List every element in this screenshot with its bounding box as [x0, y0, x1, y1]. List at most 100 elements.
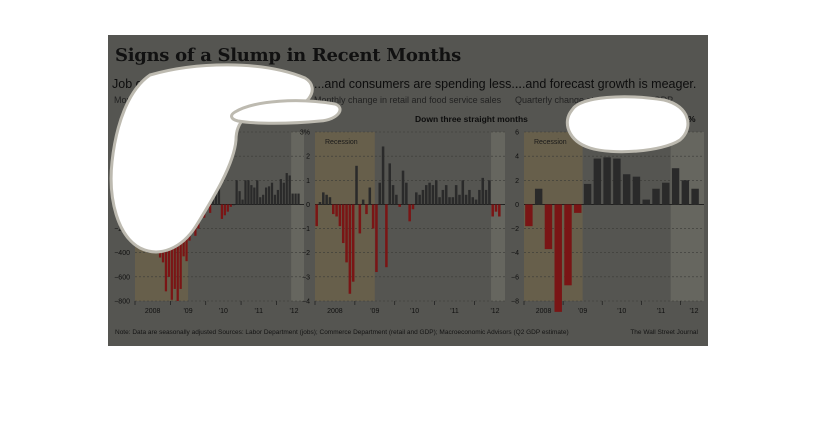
panel-1-bar	[170, 204, 173, 300]
panel-2-bar	[471, 197, 475, 205]
panel-2-bar	[454, 185, 458, 205]
panel-2-bar	[441, 189, 445, 205]
panel-1-y-tick-label: −600	[114, 274, 130, 281]
panel-3-x-tick-label: '12	[689, 308, 698, 315]
panel-1-y-tick-label: −200	[114, 226, 130, 233]
panel-2-bar	[375, 204, 378, 273]
panel-3-recession-band	[524, 132, 583, 301]
panel-2-bar	[425, 185, 428, 205]
panel-1-bar	[282, 182, 285, 205]
panel-2-bar	[385, 204, 388, 268]
panel-3-bar	[622, 174, 631, 205]
panel-2-bar	[478, 189, 481, 205]
panel-3-y-tick-label: 0	[515, 202, 519, 209]
panel-1-bar	[141, 204, 144, 211]
panel-1-bar	[214, 176, 218, 205]
panel-1-bar	[158, 204, 162, 258]
panel-2-bar	[481, 177, 484, 205]
panel-2-bar	[348, 204, 352, 294]
panel-2-y-tick-label: 2	[306, 154, 310, 161]
panel-3-y-tick-label: −6	[511, 274, 519, 281]
panel-1-bar	[150, 204, 153, 224]
panel-1-bar	[138, 204, 141, 211]
panel-1-bar	[256, 180, 259, 205]
panel-1-bar	[267, 186, 271, 205]
panel-3-y-tick-label: −2	[511, 226, 519, 233]
panel-2-bar	[474, 199, 478, 205]
panel-3-bar	[603, 157, 611, 205]
footer-credit: The Wall Street Journal	[630, 329, 698, 336]
panel-2-bar	[325, 194, 328, 205]
panel-2-y-tick-label: 3%	[300, 130, 310, 137]
panel-1-bar	[147, 204, 150, 222]
panel-1-bar	[194, 204, 197, 236]
panel-1-bar	[276, 189, 280, 205]
panel-1-recession-label: Recession	[145, 139, 178, 146]
panel-2-bar	[458, 194, 461, 205]
panel-2-bar	[491, 204, 494, 217]
panel-1-bar	[294, 193, 297, 205]
panel-1-bar	[273, 194, 277, 205]
panel-1-bar	[185, 204, 188, 262]
panel-1-bar	[176, 204, 179, 301]
panel-1-bar	[144, 204, 147, 223]
panel-2-bar	[368, 187, 372, 205]
panel-1-y-tick-label: 400	[118, 154, 130, 161]
panel-2-bar	[461, 180, 465, 205]
panel-2-x-tick-label: '10	[410, 308, 419, 315]
panel-1-bar	[253, 187, 256, 205]
panel-1-y-tick-label: −800	[114, 299, 130, 306]
panel-2-bar	[322, 192, 325, 205]
panel-1-x-tick-label: '09	[183, 308, 192, 315]
panel-2-bar	[444, 185, 448, 205]
panel-1-y-tick-label: −400	[114, 250, 130, 257]
panel-2-bar	[335, 204, 338, 217]
panel-1-bar	[250, 185, 253, 205]
panel-3-x-tick-label: '11	[657, 308, 666, 315]
panel-2-bar	[351, 204, 355, 282]
panel-2-bar	[361, 199, 365, 205]
panel-2-bar	[355, 165, 358, 205]
panel-1-x-tick-label: '11	[254, 308, 263, 315]
panel-2-bar	[438, 197, 441, 205]
panel-1-bar	[238, 191, 241, 205]
panel-1-bar	[211, 186, 215, 205]
panel-3-bar	[681, 180, 690, 205]
panel-2-x-tick-label: '11	[450, 308, 459, 315]
chart-figure: Signs of a Slump in Recent Months Job gr…	[108, 35, 708, 346]
panel-2-bar	[338, 204, 342, 227]
panel-2-bar	[365, 204, 368, 215]
panel-2-bar	[434, 180, 438, 205]
panel-3-bar	[554, 204, 562, 312]
panel-2-bar	[431, 185, 435, 205]
panel-2-bar	[395, 194, 398, 205]
panel-2-x-tick-label: '09	[370, 308, 379, 315]
panel-2-bar	[421, 189, 425, 205]
panel-1-bar	[220, 204, 224, 219]
main-title: Signs of a Slump in Recent Months	[115, 45, 462, 66]
panel-3-bar	[525, 204, 533, 227]
panel-1-bar	[288, 175, 291, 205]
panel-1-bar	[167, 204, 171, 277]
panel-2-y-tick-label: −4	[302, 299, 310, 306]
panel-2-bar	[484, 189, 488, 205]
panel-1-bar	[188, 204, 191, 241]
panel-1-bar	[223, 204, 226, 216]
panel-1-y-tick-label: 0	[126, 202, 130, 209]
panel-2-bar	[398, 204, 401, 207]
footer-note: Note: Data are seasonally adjusted Sourc…	[115, 329, 569, 336]
panel-2-bar	[494, 204, 498, 212]
panel-2-bar	[318, 202, 322, 205]
panel-2-bar	[405, 182, 408, 205]
panel-3-x-tick-label: '09	[578, 308, 587, 315]
panel-2-bar	[315, 204, 318, 227]
panel-1-bar	[203, 204, 206, 218]
panel-2-bar	[464, 194, 468, 205]
panel-2-bar	[332, 204, 335, 215]
panel-3-title: ...and forecast growth is meager.	[515, 77, 697, 91]
panel-3-bar	[613, 158, 621, 205]
panel-3-bar	[652, 188, 660, 205]
panel-2-bar	[411, 204, 415, 210]
panel-2-y-tick-label: 0	[306, 202, 310, 209]
